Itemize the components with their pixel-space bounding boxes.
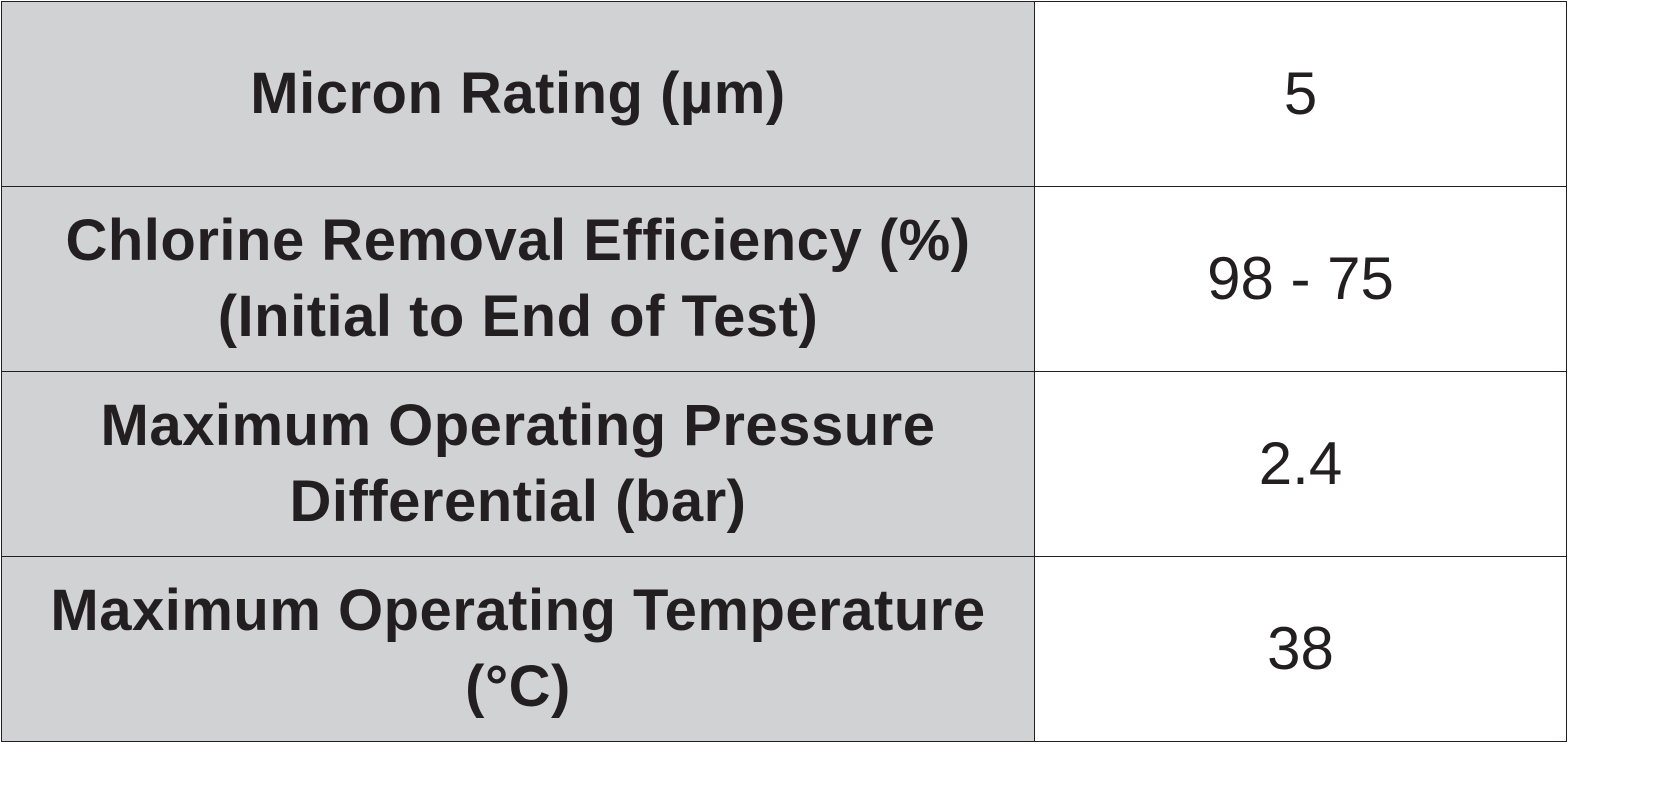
- spec-label-max-temperature: Maximum Operating Temperature (°C): [1, 556, 1035, 742]
- spec-value-micron-rating: 5: [1034, 1, 1567, 187]
- spec-label-line: (°C): [465, 654, 571, 719]
- specification-table: Micron Rating (µm) 5 Chlorine Removal Ef…: [1, 1, 1567, 742]
- table-row: Maximum Operating Temperature (°C) 38: [1, 556, 1567, 742]
- table-row: Micron Rating (µm) 5: [1, 1, 1567, 187]
- spec-label-line: Differential (bar): [289, 469, 747, 534]
- table-row: Maximum Operating Pressure Differential …: [1, 371, 1567, 557]
- spec-label-line: Micron Rating (µm): [250, 61, 786, 126]
- spec-label-line: Maximum Operating Temperature: [50, 578, 986, 643]
- spec-label-line: (Initial to End of Test): [217, 284, 819, 349]
- spec-label-chlorine-removal: Chlorine Removal Efficiency (%) (Initial…: [1, 186, 1035, 372]
- spec-label-line: Maximum Operating Pressure: [100, 393, 936, 458]
- spec-value-max-pressure: 2.4: [1034, 371, 1567, 557]
- table-row: Chlorine Removal Efficiency (%) (Initial…: [1, 186, 1567, 372]
- spec-value-max-temperature: 38: [1034, 556, 1567, 742]
- spec-label-max-pressure: Maximum Operating Pressure Differential …: [1, 371, 1035, 557]
- spec-label-micron-rating: Micron Rating (µm): [1, 1, 1035, 187]
- spec-value-chlorine-removal: 98 - 75: [1034, 186, 1567, 372]
- spec-label-line: Chlorine Removal Efficiency (%): [65, 208, 971, 273]
